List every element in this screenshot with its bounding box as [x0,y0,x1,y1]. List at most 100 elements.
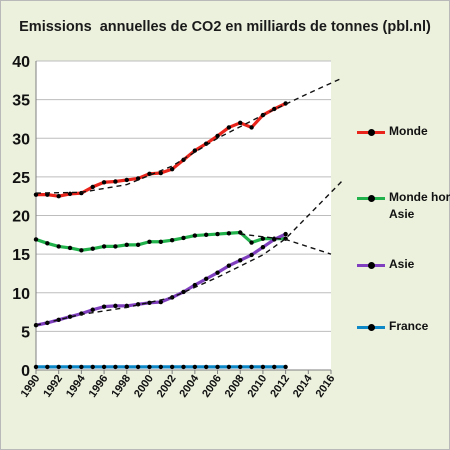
y-tick-label-35: 35 [12,93,30,110]
chart-title: Emissions annuelles de CO2 en milliards … [19,19,431,35]
y-tick-label-40: 40 [12,54,30,71]
point-asie-2010 [260,244,266,250]
point-monde-1995 [90,184,95,190]
x-tick-label-2000: 2000 [132,373,156,400]
point-monde-hors-asie-1993 [67,245,73,251]
point-monde-2006 [215,133,220,139]
point-asie-2007 [226,263,232,268]
y-tick-label-15: 15 [12,247,30,264]
point-monde-2004 [192,148,198,153]
x-tick-label-2014: 2014 [291,372,315,400]
point-asie-1992 [56,317,61,322]
point-france-2005 [203,364,209,370]
trend-line-monde-hors-asie [240,233,332,255]
point-monde-hors-asie-1992 [56,244,61,249]
legend-marker-monde [368,129,375,136]
x-tick-label-2010: 2010 [246,373,270,400]
point-monde-hors-asie-1995 [90,246,95,251]
point-france-2001 [158,364,164,370]
y-tick-label-25: 25 [12,170,30,187]
point-france-2008 [238,364,243,370]
point-france-1990 [33,364,39,370]
point-monde-hors-asie-1998 [124,242,129,248]
point-monde-hors-asie-1991 [45,241,50,246]
point-monde-hors-asie-2002 [169,238,175,243]
legend-label-monde: Monde [389,124,428,138]
point-monde-1999 [135,176,141,181]
legend-marker-monde-hors-asie [368,195,375,202]
point-monde-hors-asie-2001 [158,239,164,244]
x-tick-label-1992: 1992 [41,373,65,400]
point-monde-hors-asie-2010 [260,236,266,241]
point-asie-2005 [203,276,209,282]
trend-line-asie [35,180,343,326]
point-france-1992 [56,364,61,370]
point-asie-2006 [215,270,220,275]
x-tick-label-1994: 1994 [64,372,88,400]
point-france-2010 [260,364,266,370]
point-monde-hors-asie-2004 [192,233,198,238]
point-asie-2008 [238,258,243,263]
point-monde-2001 [158,170,164,176]
point-france-1999 [135,364,141,370]
point-monde-hors-asie-2009 [249,240,254,245]
point-france-1991 [45,364,50,370]
point-asie-2000 [147,300,152,305]
legend-label-france: France [389,319,429,333]
y-tick-label-30: 30 [12,131,30,148]
point-monde-hors-asie-2007 [226,231,232,236]
point-france-2007 [226,364,232,370]
x-tick-label-2006: 2006 [200,373,224,400]
point-monde-1997 [113,179,118,184]
point-france-2009 [249,364,254,370]
point-france-2004 [192,364,198,370]
point-asie-2003 [181,289,186,295]
point-france-2012 [283,364,288,370]
point-monde-1996 [101,180,107,185]
x-tick-label-2008: 2008 [223,373,247,400]
point-monde-2008 [238,120,243,126]
point-france-1998 [124,364,129,370]
point-france-2000 [147,364,152,370]
point-france-1993 [67,364,73,370]
legend-marker-asie [368,262,375,269]
legend-label-monde-hors-asie: Monde hors Asie [389,190,450,221]
point-asie-1995 [90,307,95,312]
point-france-2003 [181,364,186,370]
point-monde-2002 [169,166,175,172]
x-tick-label-1996: 1996 [87,373,111,400]
y-tick-label-0: 0 [21,363,30,380]
legend-label-asie: Asie [389,257,415,271]
y-tick-label-10: 10 [12,286,30,303]
point-monde-hors-asie-2000 [147,239,152,244]
point-france-1996 [101,364,107,370]
point-monde-hors-asie-1999 [135,242,141,248]
point-asie-2011 [272,237,277,242]
point-asie-2009 [249,252,254,258]
point-asie-1996 [101,304,107,309]
point-asie-1993 [67,314,73,319]
point-monde-hors-asie-1990 [33,237,39,242]
point-france-2002 [169,364,175,370]
point-monde-2009 [249,125,254,130]
point-monde-hors-asie-1994 [79,248,84,253]
point-monde-hors-asie-2006 [215,231,220,237]
y-tick-label-20: 20 [12,209,30,226]
point-monde-hors-asie-1997 [113,244,118,249]
y-tick-label-5: 5 [21,324,30,341]
x-tick-label-2002: 2002 [155,373,179,400]
x-tick-label-2012: 2012 [268,373,292,400]
legend-marker-france [368,324,375,331]
x-tick-label-2004: 2004 [177,372,201,400]
point-asie-2012 [283,231,288,237]
point-monde-2007 [226,125,232,130]
point-monde-hors-asie-1996 [101,244,107,249]
point-monde-hors-asie-2003 [181,235,186,241]
point-france-2006 [215,364,220,370]
point-france-1995 [90,364,95,370]
point-asie-2001 [158,299,164,305]
point-france-1994 [79,364,84,370]
x-tick-label-2016: 2016 [314,373,338,400]
